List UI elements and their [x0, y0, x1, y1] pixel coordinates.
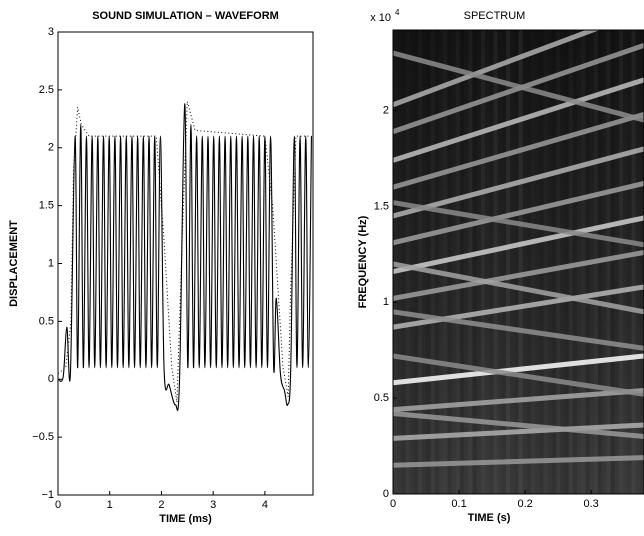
noise-stripe: [614, 30, 619, 494]
noise-stripe: [522, 30, 527, 494]
noise-stripe: [627, 30, 632, 494]
noise-stripe: [539, 30, 544, 494]
y-tick-label: 0.5: [39, 315, 54, 327]
waveform-line: [57, 103, 312, 411]
x-axis-label: TIME (ms): [159, 513, 212, 525]
noise-stripe: [409, 30, 414, 494]
frequency-track: [393, 200, 644, 248]
y-axis-label: DISPLACEMENT: [8, 220, 20, 307]
frequency-track: [393, 455, 644, 468]
y-tick-label: 2: [383, 104, 389, 116]
chart-title: SOUND SIMULATION – WAVEFORM: [92, 10, 279, 22]
frequency-track: [393, 111, 644, 190]
x-tick-label: 3: [210, 499, 216, 511]
y-tick-label: 1: [383, 296, 389, 308]
frequency-track: [393, 422, 644, 441]
noise-stripe: [459, 30, 465, 494]
frequency-track: [393, 180, 644, 246]
x-tick-label: 4: [262, 499, 268, 511]
noise-stripe: [514, 30, 519, 494]
frequency-track: [393, 410, 644, 439]
x-tick-label: 1: [107, 499, 113, 511]
noise-stripe: [472, 30, 477, 494]
y-tick-label: 0: [383, 488, 389, 500]
y-tick-label: 0: [48, 373, 54, 385]
y-tick-label: −0.5: [32, 431, 54, 443]
frequency-track: [393, 309, 644, 351]
noise-stripe: [501, 30, 506, 494]
noise-stripe: [493, 30, 498, 494]
y-tick-label: 1: [48, 257, 54, 269]
noise-stripe: [568, 30, 573, 494]
tracks: [393, 30, 644, 468]
frequency-track: [393, 261, 644, 315]
noise-stripe: [618, 30, 624, 494]
frequency-track: [393, 284, 644, 330]
noise-stripe: [418, 30, 422, 494]
frequency-track: [393, 146, 644, 219]
noise-stripe: [535, 30, 540, 494]
noise-stripe: [547, 30, 552, 494]
x-tick-label: 0.2: [517, 498, 532, 510]
noise-stripe: [480, 30, 486, 494]
noise-stripe: [464, 30, 468, 494]
noise-stripe: [401, 30, 406, 494]
y-scale-label: x 10: [370, 12, 391, 24]
noise-stripe: [610, 30, 615, 494]
noise-stripe: [489, 30, 494, 494]
noise-stripe: [572, 30, 578, 494]
frequency-track: [393, 77, 644, 163]
axes: 0 0.1 0.2 0.3 0 0.5 1 1.5 2 SPECTRUM TIME (s) FREQU…: [357, 10, 644, 524]
noise-stripe: [551, 30, 557, 494]
frequency-track: [393, 30, 600, 108]
y-tick-label: 2: [48, 142, 54, 154]
frequency-track: [393, 50, 644, 123]
frequency-track: [393, 249, 644, 301]
x-tick-label: 0: [390, 498, 396, 510]
noise-stripe: [564, 30, 569, 494]
y-tick-label: −1: [41, 489, 54, 501]
y-tick-label: 1.5: [39, 200, 54, 212]
x-tick-label: 0.3: [584, 498, 599, 510]
noise-stripe: [468, 30, 473, 494]
x-axis-label: TIME (s): [468, 512, 511, 524]
axes-frame: [392, 29, 644, 495]
noise-stripe: [526, 30, 532, 494]
y-scale-exponent: 4: [395, 8, 400, 17]
frequency-track: [393, 353, 644, 397]
envelope-line: [57, 101, 312, 403]
noise-stripe: [476, 30, 481, 494]
axes: 0 1 2 3 4 −1 −0.5 0 0.5 1 1.5 2 2.5 3 SOUND SIMULATION…: [8, 10, 314, 525]
noise-stripe: [544, 30, 548, 494]
noise-stripe: [518, 30, 523, 494]
noise-stripe: [422, 30, 427, 494]
noise-stripe: [413, 30, 419, 494]
frequency-track: [393, 387, 644, 413]
noise-stripe: [639, 30, 644, 494]
noise-stripe: [606, 30, 611, 494]
noise-stripe: [631, 30, 636, 494]
x-tick-label: 0: [55, 499, 61, 511]
noise-stripe: [452, 30, 456, 494]
x-tick-label: 0.1: [451, 498, 466, 510]
noise-stripe: [455, 30, 460, 494]
noise-stripe: [560, 30, 565, 494]
frequency-track: [393, 353, 644, 386]
x-tick-label: 2: [158, 499, 164, 511]
y-tick-label: 1.5: [374, 200, 389, 212]
y-tick-label: 0.5: [374, 392, 389, 404]
frequency-track: [393, 215, 644, 275]
y-axis-label: FREQUENCY (Hz): [357, 215, 369, 308]
noise-stripe: [397, 30, 402, 494]
y-tick-label: 3: [48, 26, 54, 38]
y-tick-label: 2.5: [39, 84, 54, 96]
noise-stripe: [505, 30, 511, 494]
chart-title: SPECTRUM: [464, 10, 526, 22]
